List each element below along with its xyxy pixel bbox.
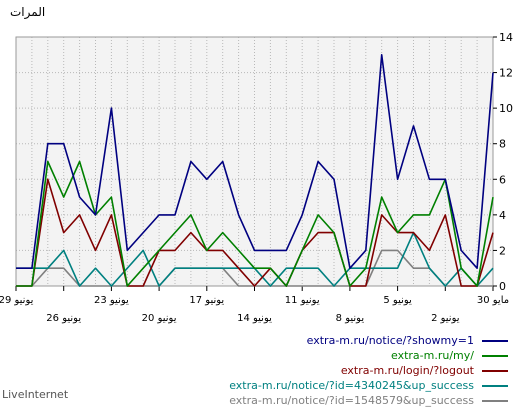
- x-tick-label: 8 يونيو: [336, 313, 365, 324]
- legend-swatch: [482, 339, 508, 342]
- x-tick-label: 11 يونيو: [285, 295, 320, 306]
- series-line: [16, 178, 494, 287]
- y-tick-label: 8: [499, 138, 506, 151]
- legend-swatch: [482, 354, 508, 357]
- y-tick-label: 6: [499, 173, 506, 186]
- legend-label: extra-m.ru/login/?logout: [340, 364, 474, 377]
- x-tick-label: 26 يونيو: [46, 313, 81, 324]
- legend-label: extra-m.ru/notice/?id=1548579&up_success: [229, 394, 474, 407]
- y-tick-label: 0: [499, 280, 506, 293]
- x-tick-label: 17 يونيو: [189, 295, 224, 306]
- x-tick-label: 2 يونيو: [431, 313, 460, 324]
- y-tick-label: 12: [499, 67, 513, 80]
- series-line: [16, 53, 494, 270]
- legend-item: extra-m.ru/notice/?showmy=1: [229, 333, 508, 348]
- legend-swatch: [482, 369, 508, 372]
- legend-item: extra-m.ru/my/: [229, 348, 508, 363]
- x-tick-label: 20 يونيو: [142, 313, 177, 324]
- x-tick-label: 29 يونيو: [0, 295, 34, 306]
- x-tick-label: 30 مايو: [477, 295, 509, 306]
- legend-item: extra-m.ru/notice/?id=4340245&up_success: [229, 378, 508, 393]
- y-axis-label: المرات: [10, 5, 45, 20]
- x-tick-label: 23 يونيو: [94, 295, 129, 306]
- legend-label: extra-m.ru/notice/?id=4340245&up_success: [229, 379, 474, 392]
- x-tick-label: 5 يونيو: [383, 295, 412, 306]
- legend-swatch: [482, 399, 508, 402]
- legend-label: extra-m.ru/notice/?showmy=1: [306, 334, 474, 347]
- y-tick-label: 10: [499, 102, 513, 115]
- legend-label: extra-m.ru/my/: [391, 349, 474, 362]
- y-tick-label: 14: [499, 31, 513, 44]
- x-tick-label: 14 يونيو: [237, 313, 272, 324]
- y-tick-label: 2: [499, 244, 506, 257]
- legend-item: extra-m.ru/login/?logout: [229, 363, 508, 378]
- footer-brand: LiveInternet: [2, 388, 69, 401]
- legend-swatch: [482, 384, 508, 387]
- legend-item: extra-m.ru/notice/?id=1548579&up_success: [229, 393, 508, 408]
- y-tick-label: 4: [499, 209, 506, 222]
- legend: extra-m.ru/notice/?showmy=1 extra-m.ru/m…: [229, 333, 508, 408]
